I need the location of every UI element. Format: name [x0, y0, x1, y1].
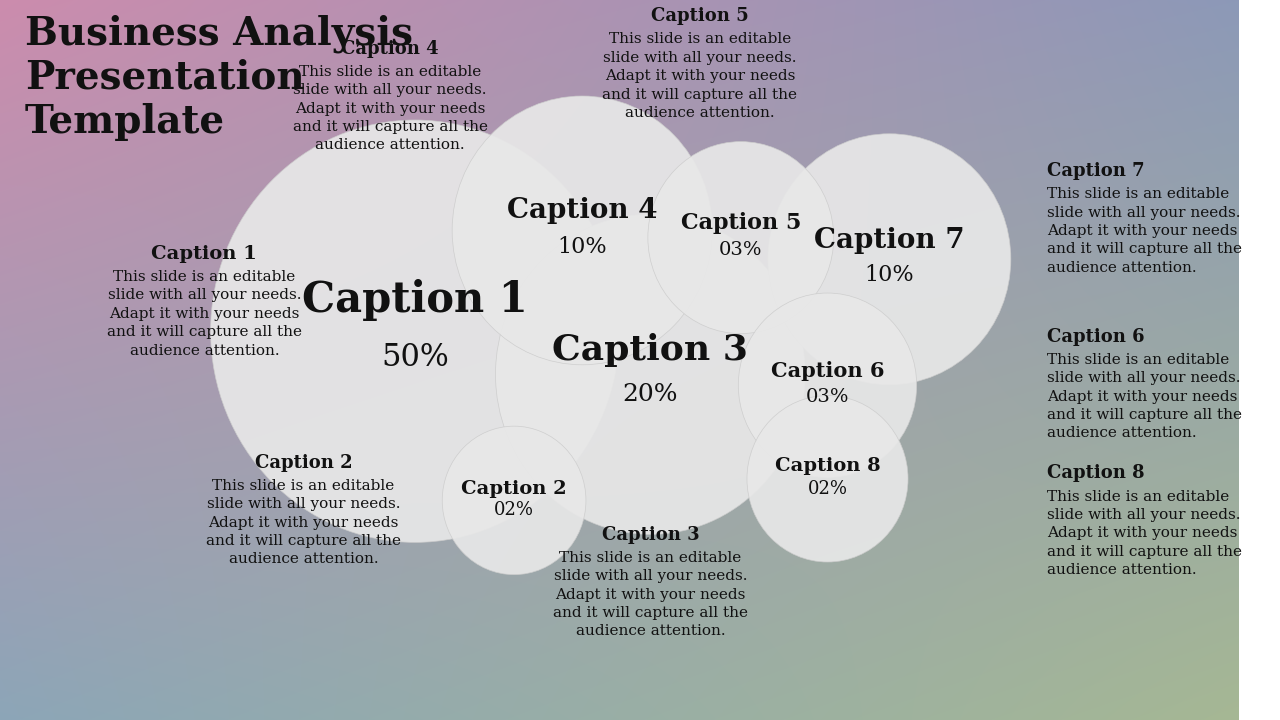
Text: Caption 2: Caption 2	[461, 480, 567, 498]
Text: 10%: 10%	[557, 236, 607, 258]
Text: This slide is an editable
slide with all your needs.
Adapt it with your needs
an: This slide is an editable slide with all…	[108, 270, 302, 358]
Text: Caption 6: Caption 6	[1047, 328, 1144, 346]
Ellipse shape	[748, 395, 908, 562]
Text: Caption 8: Caption 8	[774, 457, 881, 475]
Text: 03%: 03%	[719, 240, 763, 258]
Text: 03%: 03%	[805, 388, 849, 406]
Text: 02%: 02%	[808, 480, 847, 498]
Text: Caption 6: Caption 6	[771, 361, 884, 382]
Text: Caption 7: Caption 7	[814, 227, 965, 254]
Text: Caption 4: Caption 4	[507, 197, 658, 224]
Text: 02%: 02%	[494, 500, 534, 518]
Ellipse shape	[211, 120, 620, 542]
Text: Caption 8: Caption 8	[1047, 464, 1144, 482]
Text: Caption 3: Caption 3	[602, 526, 699, 544]
Text: 50%: 50%	[381, 342, 449, 373]
Text: 20%: 20%	[622, 383, 678, 406]
Ellipse shape	[495, 215, 805, 534]
Ellipse shape	[768, 134, 1011, 384]
Text: Caption 1: Caption 1	[302, 279, 527, 320]
Text: This slide is an editable
slide with all your needs.
Adapt it with your needs
an: This slide is an editable slide with all…	[553, 551, 748, 639]
Text: Business Analysis
Presentation
Template: Business Analysis Presentation Template	[24, 14, 412, 141]
Text: Caption 5: Caption 5	[652, 7, 749, 25]
Text: Caption 7: Caption 7	[1047, 162, 1144, 180]
Text: Caption 4: Caption 4	[342, 40, 439, 58]
Text: Caption 1: Caption 1	[151, 245, 257, 263]
Ellipse shape	[442, 426, 586, 575]
Ellipse shape	[452, 96, 712, 365]
Text: Caption 3: Caption 3	[553, 333, 749, 367]
Text: This slide is an editable
slide with all your needs.
Adapt it with your needs
an: This slide is an editable slide with all…	[1047, 353, 1242, 441]
Text: This slide is an editable
slide with all your needs.
Adapt it with your needs
an: This slide is an editable slide with all…	[603, 32, 797, 120]
Text: This slide is an editable
slide with all your needs.
Adapt it with your needs
an: This slide is an editable slide with all…	[293, 65, 488, 153]
Text: This slide is an editable
slide with all your needs.
Adapt it with your needs
an: This slide is an editable slide with all…	[1047, 187, 1242, 275]
Ellipse shape	[739, 293, 916, 477]
Text: Caption 5: Caption 5	[681, 212, 801, 234]
Text: This slide is an editable
slide with all your needs.
Adapt it with your needs
an: This slide is an editable slide with all…	[206, 479, 401, 567]
Ellipse shape	[648, 142, 833, 333]
Text: Caption 2: Caption 2	[255, 454, 352, 472]
Text: 10%: 10%	[864, 264, 914, 286]
Text: This slide is an editable
slide with all your needs.
Adapt it with your needs
an: This slide is an editable slide with all…	[1047, 490, 1242, 577]
